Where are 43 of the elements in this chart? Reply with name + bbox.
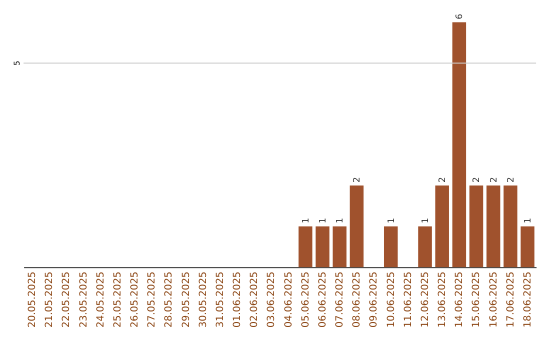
- data-label: 1: [523, 218, 534, 224]
- x-tick-label: 15.06.2025: [471, 272, 482, 328]
- x-tick-label: 30.05.2025: [198, 272, 209, 328]
- x-tick-label: 14.06.2025: [454, 272, 466, 328]
- x-tick-label: 28.05.2025: [164, 272, 175, 328]
- x-tick-label: 05.06.2025: [300, 272, 312, 328]
- x-tick-label: 07.06.2025: [334, 272, 346, 328]
- x-tick-label: 08.06.2025: [352, 272, 363, 328]
- data-label: 1: [420, 218, 431, 224]
- x-tick-label: 18.06.2025: [522, 272, 534, 328]
- x-tick-label: 03.06.2025: [266, 272, 278, 328]
- ref-line-label: 5: [12, 60, 22, 66]
- x-tick-label: 31.05.2025: [214, 272, 226, 328]
- data-label: 2: [506, 176, 516, 183]
- data-label: 2: [438, 176, 448, 183]
- x-tick-label: 01.06.2025: [232, 272, 244, 328]
- data-label: 2: [352, 176, 363, 183]
- x-tick-label: 02.06.2025: [249, 272, 260, 328]
- x-tick-label: 26.05.2025: [130, 272, 141, 328]
- x-tick-label: 12.06.2025: [420, 272, 431, 328]
- x-tick-label: 13.06.2025: [437, 272, 448, 328]
- x-tick-label: 22.05.2025: [61, 272, 72, 328]
- data-label: 2: [489, 176, 500, 183]
- x-tick-label: 24.05.2025: [95, 272, 106, 328]
- data-label: 1: [336, 218, 346, 224]
- x-tick-label: 29.05.2025: [180, 272, 192, 328]
- data-label: 1: [386, 218, 397, 224]
- x-tick-label: 17.06.2025: [505, 272, 516, 328]
- x-tick-label: 09.06.2025: [368, 272, 380, 328]
- data-label: 1: [301, 218, 312, 224]
- x-tick-label: 04.06.2025: [283, 272, 294, 328]
- x-tick-label: 10.06.2025: [386, 272, 397, 328]
- x-tick-label: 11.06.2025: [402, 272, 414, 328]
- data-label: 2: [472, 176, 482, 183]
- data-label: 1: [318, 218, 328, 224]
- x-tick-label: 27.05.2025: [146, 272, 158, 328]
- x-tick-label: 25.05.2025: [112, 272, 124, 328]
- data-label: 6: [455, 13, 466, 20]
- x-tick-label: 20.05.2025: [27, 272, 38, 328]
- x-tick-label: 23.05.2025: [78, 272, 90, 328]
- x-tick-label: 16.06.2025: [488, 272, 500, 328]
- x-tick-label: 21.05.2025: [44, 272, 56, 328]
- x-tick-label: 06.06.2025: [317, 272, 328, 328]
